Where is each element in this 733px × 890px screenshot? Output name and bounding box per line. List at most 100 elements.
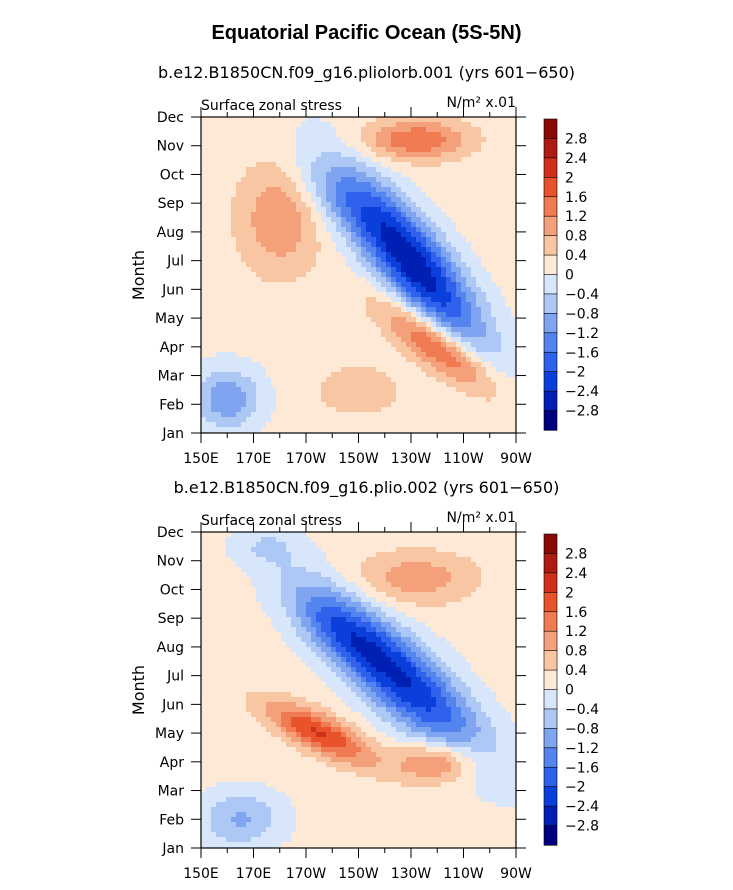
colorbar-swatch [543,572,558,593]
colorbar-swatch [543,553,558,574]
colorbar-label: 0.4 [565,248,587,264]
colorbar-label: 0 [565,683,574,699]
y-tick-label: Feb [159,397,184,413]
colorbar-swatch [543,118,558,140]
units-label: N/m² x.01 [447,510,516,526]
colorbar-label: −1.6 [565,345,599,361]
colorbar-label: 1.2 [565,624,587,640]
colorbar-swatch [543,177,558,198]
y-tick-label: Oct [160,167,185,183]
y-tick-label: Mar [158,784,185,800]
colorbar-swatch [543,630,558,652]
panel-1-title: b.e12.B1850CN.f09_g16.pliolorb.001 (yrs … [158,63,575,82]
field-label: Surface zonal stress [201,98,342,114]
colorbar-swatch [543,215,558,237]
colorbar-label: −2.4 [565,799,599,815]
y-tick-label: May [155,311,184,327]
colorbar-label: 2.4 [565,566,587,582]
y-tick-label: Aug [157,640,184,656]
colorbar-swatch [543,728,558,749]
colorbar-swatch [543,274,558,295]
y-tick-label: Jun [161,282,184,298]
x-tick-label: 90W [500,451,532,467]
colorbar-label: 2.4 [565,151,587,167]
x-tick-label: 170E [236,451,272,467]
y-tick-label: May [155,726,184,742]
x-tick-label: 170W [286,866,327,882]
colorbar-label: 0 [565,268,574,284]
colorbar-swatch [543,611,558,632]
x-tick-label: 130W [391,451,432,467]
y-tick-label: Aug [157,225,184,241]
colorbar-swatch [543,410,558,431]
colorbar-swatch [543,196,558,217]
y-tick-label: Dec [157,525,184,541]
colorbar-swatch [543,157,558,178]
colorbar-swatch [543,747,558,768]
colorbar-swatch [543,650,558,671]
colorbar-label: −0.8 [565,306,599,322]
colorbar-swatch [543,138,558,159]
colorbar: 2.8 2.4 2 1.6 1.2 0.8 0.4 0 −0.4 −0.8 −1.2 −1.6 −2 −2… [543,118,599,431]
colorbar-swatch [543,332,558,353]
colorbar-swatch [543,351,558,373]
colorbar-swatch [543,371,558,392]
colorbar: 2.8 2.4 2 1.6 1.2 0.8 0.4 0 −0.4 −0.8 −1.2 −1.6 −2 −2… [543,533,599,846]
colorbar-label: −2.8 [565,404,599,420]
colorbar-label: −2.8 [565,819,599,835]
y-tick-label: Jun [161,697,184,713]
y-tick-label: Sep [158,196,185,212]
y-tick-label: Jul [166,254,184,270]
colorbar-swatch [543,533,558,555]
colorbar-label: 0.8 [565,644,587,660]
colorbar-swatch [543,313,558,334]
colorbar-label: 1.6 [565,190,587,206]
y-tick-label: Nov [157,139,184,155]
y-tick-label: Mar [158,369,185,385]
y-axis-label: Month [129,250,148,300]
y-tick-label: Apr [160,755,184,771]
colorbar-swatch [543,390,558,412]
colorbar-label: 0.8 [565,229,587,245]
colorbar-label: 2 [565,170,574,186]
panel-1: Surface zonal stress N/m² x.01 Jan Feb Mar Ap… [129,95,599,467]
x-tick-label: 170E [236,866,272,882]
y-tick-label: Apr [160,340,184,356]
panel-2-title: b.e12.B1850CN.f09_g16.plio.002 (yrs 601−… [173,478,560,497]
y-tick-label: Jan [161,426,184,442]
y-axis-label: Month [129,665,148,715]
colorbar-label: 2 [565,585,574,601]
x-tick-label: 150W [338,451,379,467]
colorbar-swatch [543,689,558,710]
colorbar-swatch [543,254,558,276]
x-tick-label: 110W [443,866,484,882]
y-tick-label: Jan [161,841,184,857]
panel-2: Surface zonal stress N/m² x.01 Jan Feb Mar Ap… [129,510,599,882]
colorbar-label: −2 [565,780,586,796]
colorbar-label: −0.4 [565,702,599,718]
y-tick-label: Nov [157,554,184,570]
colorbar-label: 1.2 [565,209,587,225]
field-label: Surface zonal stress [201,513,342,529]
colorbar-label: −0.4 [565,287,599,303]
colorbar-label: −0.8 [565,721,599,737]
x-tick-label: 150E [183,866,219,882]
x-tick-label: 150W [338,866,379,882]
colorbar-label: −2.4 [565,384,599,400]
colorbar-label: −1.2 [565,741,599,757]
contour-field [201,532,516,848]
x-tick-label: 130W [391,866,432,882]
colorbar-swatch [543,293,558,314]
colorbar-swatch [543,786,558,807]
colorbar-label: −1.2 [565,326,599,342]
colorbar-label: 0.4 [565,663,587,679]
colorbar-swatch [543,825,558,846]
x-tick-label: 150E [183,451,219,467]
colorbar-label: 1.6 [565,605,587,621]
colorbar-swatch [543,805,558,827]
colorbar-swatch [543,592,558,613]
x-tick-label: 170W [286,451,327,467]
main-title: Equatorial Pacific Ocean (5S-5N) [211,22,522,44]
colorbar-label: −2 [565,365,586,381]
